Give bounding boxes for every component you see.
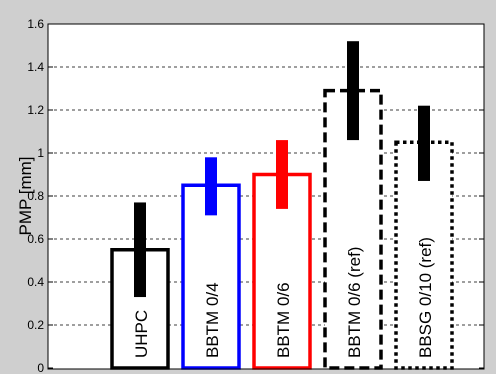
y-tick-label: 1.6: [27, 17, 44, 31]
bar-category-label: UHPC: [132, 310, 151, 358]
plot-frame: [47, 23, 485, 370]
error-bar: [418, 105, 430, 181]
y-tick-label: 0.2: [27, 318, 44, 332]
y-tick-label: 0.6: [27, 232, 44, 246]
y-tick-label: 0.4: [27, 275, 44, 289]
bars: UHPC BBTM 0/4 BBTM 0/6 BBTM 0/6 (ref) BBSG 0…: [110, 41, 454, 370]
bar-category-label: BBTM 0/4: [203, 282, 222, 358]
error-bar: [347, 41, 359, 141]
y-axis-label: PMP [mm]: [16, 156, 35, 235]
y-tick-label: 1: [37, 146, 44, 160]
y-tick-label: 1.4: [27, 60, 44, 74]
error-bar: [134, 202, 146, 298]
y-axis-ticks: 0 0.2 0.4 0.6 0.8 1 1.2 1.4 1.6: [27, 17, 484, 374]
y-tick-label: 0.8: [27, 189, 44, 203]
bar-category-label: BBTM 0/6: [274, 282, 293, 358]
bar-category-label: BBTM 0/6 (ref): [345, 247, 364, 358]
bar: [181, 183, 241, 370]
y-tick-label: 1.2: [27, 103, 44, 117]
bar-category-label: BBSG 0/10 (ref): [416, 237, 435, 358]
error-bar: [276, 140, 288, 209]
y-tick-label: 0: [37, 361, 44, 374]
error-bar: [205, 157, 217, 216]
